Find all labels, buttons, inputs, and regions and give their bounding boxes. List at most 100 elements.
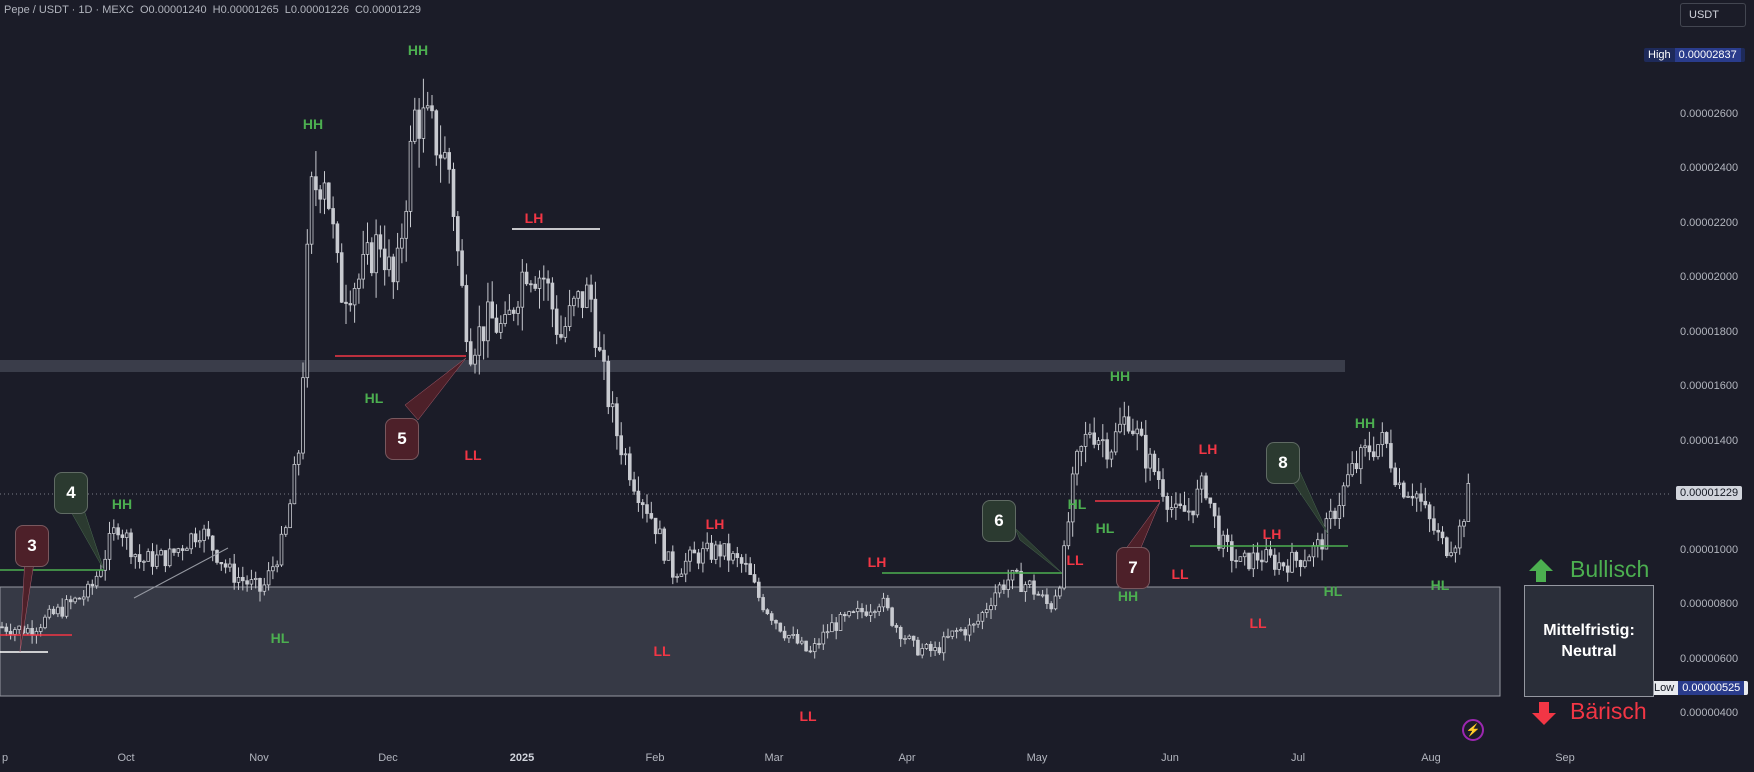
candle-body: [99, 569, 103, 577]
marker-bubble-6[interactable]: 6: [982, 500, 1016, 542]
candle-body: [322, 182, 327, 200]
candle-body: [1234, 560, 1238, 562]
candle-body: [369, 242, 374, 274]
candle-body: [606, 360, 611, 408]
candle-body: [782, 630, 787, 639]
candle-body: [1204, 475, 1208, 499]
candle-body: [959, 629, 963, 631]
candle-body: [318, 189, 322, 200]
marker-bubble-7[interactable]: 7: [1116, 547, 1150, 589]
candle-body: [726, 543, 731, 561]
close-value: C0.00001229: [354, 4, 422, 16]
price-tick-label: 0.00000800: [1680, 598, 1739, 610]
price-tick-label: 0.00001600: [1680, 380, 1739, 392]
candle-body: [1359, 447, 1363, 470]
low-tag-label: Low: [1654, 682, 1675, 694]
candle-body: [421, 107, 426, 139]
candle-body: [804, 640, 808, 652]
marker-bubble-4[interactable]: 4: [54, 472, 88, 514]
candle-body: [210, 535, 215, 551]
wave-label-hh: HH: [1109, 368, 1131, 384]
candle-body: [202, 528, 206, 541]
candle-body: [585, 284, 589, 308]
candle-body: [434, 110, 439, 156]
candle-body: [847, 611, 851, 617]
candle-body: [124, 532, 129, 538]
time-tick-label: Sep: [1555, 752, 1575, 764]
currency-button[interactable]: USDT: [1680, 3, 1746, 27]
outlook-line2: Neutral: [1561, 643, 1617, 660]
high-price-tag: High 0.00002837: [1644, 48, 1745, 62]
candle-body: [1389, 443, 1393, 469]
candle-body: [1466, 483, 1471, 522]
candle-body: [172, 548, 176, 553]
candle-body: [262, 584, 267, 592]
candle-body: [1414, 493, 1419, 499]
candle-body: [326, 182, 331, 209]
candle-body: [1384, 432, 1389, 444]
candle-body: [1285, 565, 1290, 573]
candle-body: [911, 635, 916, 641]
candle-body: [864, 611, 869, 616]
candle-body: [43, 616, 47, 629]
candle-body: [236, 576, 241, 583]
candle-body: [331, 208, 335, 225]
candle-body: [1294, 551, 1299, 561]
candle-body: [17, 625, 21, 630]
marker-bubble-5[interactable]: 5: [385, 418, 419, 460]
candle-body: [137, 554, 142, 563]
candle-body: [81, 596, 86, 600]
candle-body: [1380, 432, 1385, 445]
lightning-icon[interactable]: ⚡: [1462, 719, 1484, 741]
wave-label-ll: LL: [1066, 552, 1084, 568]
price-tick-label: 0.00002400: [1680, 162, 1739, 174]
candle-body: [791, 634, 795, 636]
high-tag-label: High: [1648, 49, 1671, 61]
bullish-label: Bullisch: [1570, 556, 1650, 582]
candle-body: [619, 435, 623, 456]
candle-body: [245, 580, 249, 585]
candle-body: [38, 627, 43, 632]
candle-body: [1281, 562, 1286, 567]
candle-body: [718, 544, 722, 557]
candle-body: [516, 306, 520, 314]
candle-body: [400, 237, 404, 249]
candle-body: [886, 597, 890, 609]
candle-body: [4, 626, 9, 632]
candle-body: [51, 608, 56, 615]
candle-body: [455, 216, 460, 252]
candle-body: [1212, 502, 1217, 517]
wave-label-ll: LL: [1249, 615, 1267, 631]
candle-body: [0, 626, 4, 629]
candle-body: [292, 463, 297, 505]
arrow-up-icon: [1529, 559, 1553, 582]
candle-body: [761, 597, 765, 611]
marker-bubble-8[interactable]: 8: [1266, 442, 1300, 484]
candle-body: [1225, 534, 1230, 542]
wave-label-ll: LL: [799, 708, 817, 724]
candle-body: [1032, 580, 1036, 595]
marker-bubble-3[interactable]: 3: [15, 525, 49, 567]
symbol-label[interactable]: Pepe / USDT · 1D · MEXC: [4, 4, 134, 16]
candle-body: [94, 575, 99, 587]
candle-body: [731, 553, 735, 561]
candle-body: [1040, 594, 1045, 597]
candle-body: [296, 452, 301, 465]
candle-body: [240, 576, 245, 582]
candle-body: [1156, 471, 1161, 480]
candle-body: [159, 550, 163, 556]
candle-body: [1066, 521, 1071, 547]
candle-body: [666, 551, 671, 561]
candle-body: [1432, 518, 1436, 531]
candle-body: [1195, 488, 1200, 516]
candle-body: [800, 640, 804, 644]
candle-body: [1139, 428, 1144, 436]
candle-body: [1410, 495, 1415, 499]
candle-body: [812, 643, 817, 653]
candle-body: [120, 534, 125, 538]
candle-body: [13, 629, 17, 635]
candle-body: [1045, 594, 1049, 604]
candle-body: [1118, 423, 1122, 433]
candle-body: [662, 528, 666, 561]
